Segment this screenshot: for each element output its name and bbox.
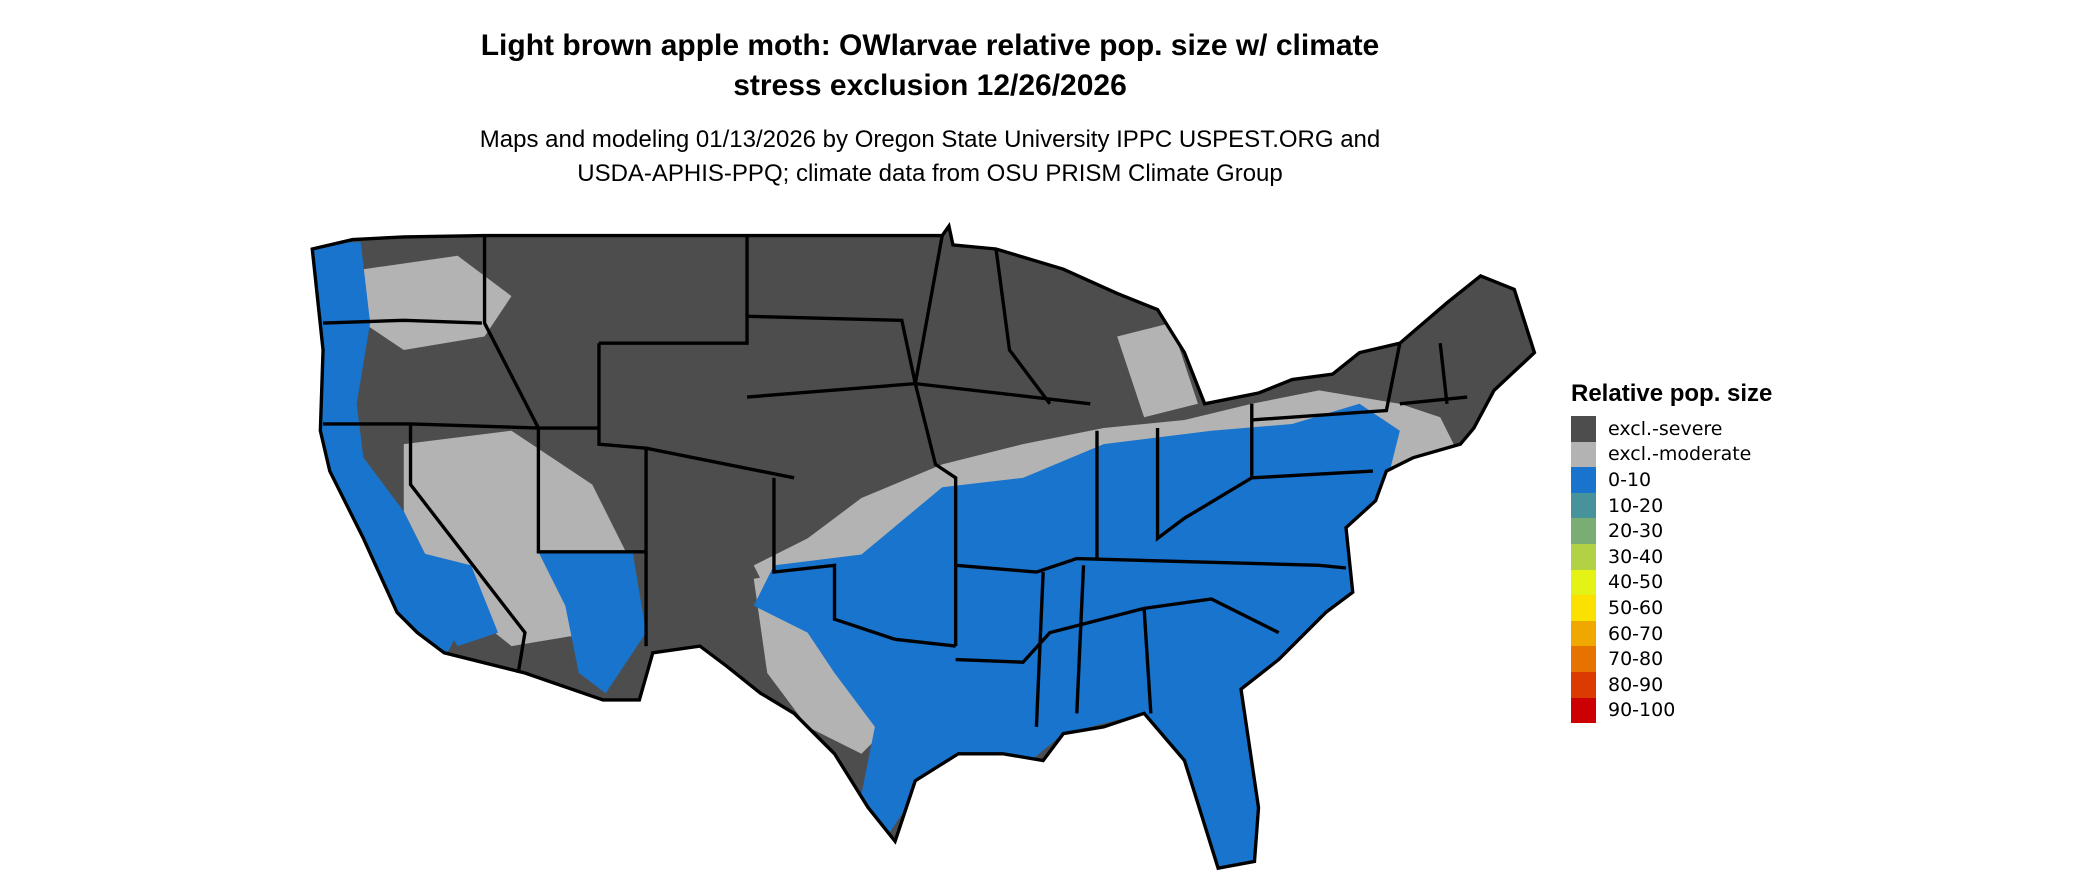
legend-item: 90-100 (1571, 697, 1772, 724)
legend-item: 20-30 (1571, 518, 1772, 544)
legend-item: 50-60 (1571, 595, 1772, 621)
pop-0-10-region (538, 551, 647, 694)
excl-moderate-region (363, 255, 512, 350)
legend-label: 90-100 (1608, 699, 1676, 722)
legend: Relative pop. size excl.-severe excl.-mod… (1571, 380, 1773, 724)
legend-swatch (1571, 697, 1596, 724)
legend-label: excl.-severe (1608, 417, 1723, 440)
legend-label: 60-70 (1608, 622, 1664, 645)
legend-item: 80-90 (1571, 671, 1772, 698)
legend-label: 0-10 (1608, 468, 1652, 491)
legend-items: excl.-severe excl.-moderate 0-10 10-20 20-30… (1571, 416, 1772, 724)
legend-item: 0-10 (1571, 467, 1772, 493)
legend-swatch (1571, 518, 1596, 544)
legend-label: 10-20 (1608, 494, 1664, 517)
legend-swatch (1571, 543, 1596, 570)
map-title-line-1: Light brown apple moth: OWlarvae relativ… (480, 29, 1380, 62)
legend-label: 30-40 (1608, 545, 1664, 568)
legend-swatch (1571, 569, 1596, 596)
legend-swatch (1571, 467, 1596, 493)
legend-label: 40-50 (1608, 571, 1664, 594)
legend-item: 30-40 (1571, 543, 1772, 570)
legend-item: 40-50 (1571, 569, 1772, 596)
legend-label: excl.-moderate (1608, 443, 1752, 466)
legend-swatch (1571, 646, 1596, 672)
legend-item: 10-20 (1571, 492, 1772, 519)
legend-label: 20-30 (1608, 520, 1664, 543)
pop-0-10-region (753, 403, 1400, 869)
legend-swatch (1571, 492, 1596, 519)
map-subtitle-line-1: Maps and modeling 01/13/2026 by Oregon S… (479, 126, 1381, 153)
legend-item: 60-70 (1571, 620, 1772, 647)
legend-item: 70-80 (1571, 646, 1772, 672)
legend-item: excl.-moderate (1571, 441, 1772, 468)
legend-swatch (1571, 595, 1596, 621)
legend-swatch (1571, 671, 1596, 698)
excl-moderate-region (1117, 323, 1198, 418)
legend-label: 80-90 (1608, 673, 1664, 696)
legend-title: Relative pop. size (1571, 380, 1773, 407)
map-title-line-2: stress exclusion 12/26/2026 (733, 69, 1127, 102)
legend-label: 70-80 (1608, 648, 1664, 671)
legend-swatch (1571, 620, 1596, 647)
legend-swatch (1571, 416, 1596, 442)
legend-item: excl.-severe (1571, 416, 1772, 442)
legend-label: 50-60 (1608, 596, 1664, 619)
pop-0-10-region (417, 551, 499, 647)
legend-swatch (1571, 441, 1596, 468)
state-borders (310, 224, 1537, 870)
map-subtitle-line-2: USDA-APHIS-PPQ; climate data from OSU PR… (577, 160, 1283, 187)
